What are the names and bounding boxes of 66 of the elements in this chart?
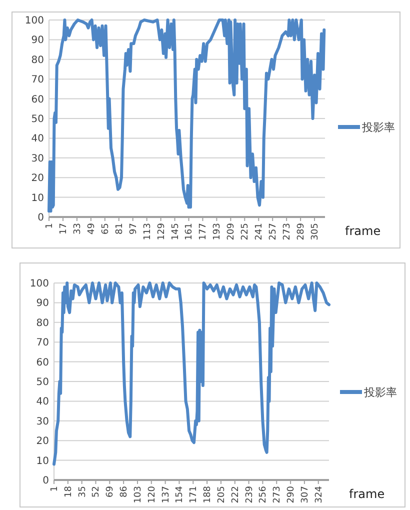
x-tick-label: 86 (120, 486, 130, 498)
y-tick-label: 20 (31, 173, 44, 184)
y-tick-label: 10 (36, 456, 49, 467)
x-tick-label: 256 (258, 486, 269, 504)
x-tick-label: 49 (86, 222, 97, 234)
y-tick-label: 40 (31, 134, 44, 145)
y-tick-label: 20 (36, 436, 49, 448)
x-tick-label: 305 (310, 223, 321, 240)
x-tick-label: 222 (230, 486, 241, 504)
x-tick-label: 33 (72, 223, 83, 234)
x-tick-label: 65 (100, 223, 111, 234)
x-tick-label: 289 (296, 222, 307, 240)
x-tick-label: 209 (226, 222, 237, 240)
x-tick-label: 273 (272, 486, 283, 504)
x-tick-label: 103 (133, 486, 144, 504)
x-tick-label: 188 (203, 486, 214, 504)
y-tick-label: 30 (36, 416, 49, 428)
y-tick-label: 40 (36, 396, 49, 408)
legend-label: 投影率 (361, 121, 395, 134)
x-tick-label: 120 (147, 486, 158, 504)
x-tick-label: 241 (254, 223, 265, 240)
y-tick-label: 70 (31, 74, 44, 86)
y-tick-label: 100 (30, 278, 49, 290)
x-tick-label: 145 (170, 223, 181, 240)
y-tick-label: 0 (42, 476, 49, 486)
x-tick-label: 69 (106, 486, 116, 498)
y-tick-label: 50 (36, 377, 49, 388)
x-tick-label: 1 (45, 223, 55, 229)
x-tick-label: 171 (189, 486, 200, 504)
y-tick-label: 60 (36, 357, 49, 368)
y-tick-label: 100 (24, 16, 44, 26)
x-tick-label: 129 (156, 222, 167, 240)
x-tick-label: 225 (240, 223, 251, 240)
y-tick-label: 90 (31, 35, 44, 46)
x-tick-label: 205 (216, 486, 227, 504)
y-tick-label: 10 (31, 192, 44, 204)
x-tick-label: 257 (268, 223, 279, 240)
y-tick-label: 80 (31, 54, 44, 66)
x-tick-label: 97 (128, 223, 139, 234)
x-tick-label: 324 (314, 486, 324, 504)
y-tick-label: 90 (36, 298, 49, 310)
x-tick-label: 154 (175, 486, 186, 504)
y-tick-label: 70 (36, 338, 49, 349)
legend-label: 投影率 (363, 386, 397, 399)
x-tick-label: 193 (212, 223, 223, 240)
y-tick-label: 30 (31, 153, 44, 164)
x-tick-label: 81 (114, 223, 125, 234)
x-tick-label: 161 (184, 223, 195, 240)
x-tick-label: 273 (282, 223, 293, 240)
x-tick-label: 307 (300, 486, 310, 504)
x-tick-label: 18 (64, 486, 74, 498)
x-axis-title: frame (345, 224, 381, 238)
x-tick-label: 290 (286, 486, 297, 504)
x-tick-label: 137 (161, 486, 172, 504)
x-tick-label: 52 (92, 486, 102, 498)
x-tick-label: 239 (244, 486, 255, 504)
x-tick-label: 177 (198, 223, 209, 240)
x-tick-label: 17 (58, 223, 69, 234)
y-tick-label: 50 (31, 114, 44, 125)
y-tick-label: 0 (38, 212, 44, 224)
y-tick-label: 80 (36, 318, 49, 329)
y-tick-label: 60 (31, 94, 44, 106)
x-tick-label: 113 (142, 223, 153, 240)
x-axis-title: frame (349, 487, 385, 501)
x-tick-label: 1 (50, 486, 60, 492)
x-tick-label: 35 (78, 486, 88, 498)
